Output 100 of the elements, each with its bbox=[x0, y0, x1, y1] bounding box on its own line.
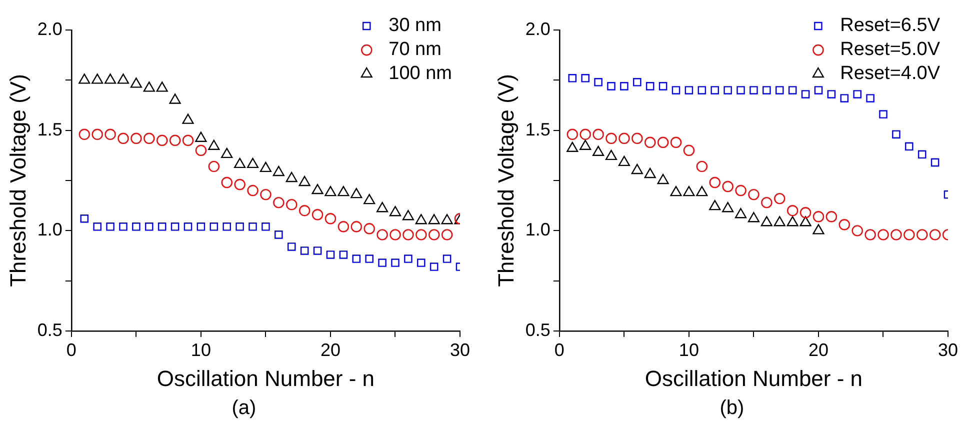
point bbox=[620, 82, 628, 90]
point bbox=[92, 128, 103, 140]
point bbox=[568, 74, 577, 82]
point bbox=[566, 128, 578, 140]
point bbox=[338, 186, 350, 196]
point bbox=[324, 213, 336, 224]
point bbox=[853, 90, 862, 98]
point bbox=[391, 258, 400, 267]
point bbox=[607, 82, 616, 90]
point bbox=[774, 216, 786, 226]
x-tick-label: 0 bbox=[554, 340, 564, 360]
point bbox=[300, 246, 309, 255]
point bbox=[298, 176, 310, 186]
point bbox=[646, 82, 654, 90]
point bbox=[156, 82, 168, 92]
y-tick-label: 1.5 bbox=[525, 119, 550, 140]
point bbox=[287, 242, 296, 251]
point bbox=[864, 229, 876, 240]
point bbox=[632, 132, 643, 144]
point bbox=[580, 140, 592, 150]
x-tick-label: 0 bbox=[66, 340, 76, 360]
point bbox=[118, 132, 129, 144]
y-axis-title: Threshold Voltage (V) bbox=[493, 74, 518, 287]
point bbox=[78, 74, 90, 84]
point bbox=[698, 86, 706, 94]
point bbox=[786, 216, 798, 226]
point bbox=[352, 254, 361, 263]
point bbox=[644, 136, 656, 148]
point bbox=[735, 184, 746, 196]
point bbox=[143, 82, 155, 92]
point bbox=[722, 202, 734, 212]
text: (b) bbox=[718, 397, 746, 420]
point bbox=[441, 214, 453, 224]
point bbox=[814, 86, 823, 94]
point bbox=[929, 229, 941, 240]
point bbox=[916, 229, 928, 240]
point bbox=[182, 114, 194, 124]
point bbox=[104, 74, 116, 84]
x-axis-title: Oscillation Number - n bbox=[156, 366, 375, 391]
point bbox=[658, 82, 668, 90]
point bbox=[890, 229, 902, 240]
y-tick-label: 0.5 bbox=[525, 320, 550, 340]
point bbox=[350, 188, 362, 198]
y-tick-label: 2.0 bbox=[525, 18, 550, 39]
y-tick-label: 1.0 bbox=[525, 220, 550, 240]
point bbox=[644, 168, 656, 178]
point bbox=[918, 150, 926, 159]
point bbox=[709, 176, 720, 188]
point bbox=[800, 207, 812, 218]
point bbox=[402, 229, 414, 240]
point bbox=[324, 186, 336, 196]
point bbox=[130, 132, 142, 144]
x-tick-label: 20 bbox=[320, 340, 340, 360]
point bbox=[879, 110, 888, 118]
point bbox=[169, 94, 181, 104]
point bbox=[722, 180, 734, 192]
point bbox=[734, 208, 747, 218]
point bbox=[184, 222, 192, 231]
point bbox=[683, 186, 695, 196]
y-tick-label: 2.0 bbox=[37, 18, 62, 39]
point bbox=[312, 184, 324, 194]
point bbox=[760, 216, 772, 226]
point bbox=[156, 134, 168, 146]
point bbox=[298, 205, 310, 216]
point bbox=[106, 222, 114, 231]
point bbox=[580, 128, 591, 140]
point bbox=[260, 162, 272, 172]
point bbox=[247, 184, 258, 196]
point bbox=[92, 74, 104, 84]
x-axis-title: Oscillation Number - n bbox=[644, 366, 863, 391]
point bbox=[838, 219, 850, 230]
point bbox=[417, 258, 426, 267]
point bbox=[670, 136, 682, 148]
point bbox=[130, 78, 142, 88]
point bbox=[210, 222, 218, 231]
point bbox=[364, 194, 376, 204]
point bbox=[376, 229, 388, 240]
point bbox=[428, 214, 440, 224]
point bbox=[365, 254, 374, 263]
point bbox=[709, 200, 721, 210]
point bbox=[286, 172, 298, 182]
point bbox=[221, 176, 232, 188]
point bbox=[144, 132, 155, 144]
point bbox=[338, 221, 350, 232]
point bbox=[710, 86, 719, 94]
point bbox=[274, 230, 283, 239]
point bbox=[339, 250, 348, 259]
x-tick-label: 10 bbox=[678, 340, 699, 360]
point bbox=[234, 178, 246, 190]
point bbox=[158, 222, 166, 231]
point bbox=[606, 132, 617, 144]
point bbox=[761, 196, 772, 208]
point bbox=[592, 146, 604, 156]
point bbox=[672, 86, 680, 94]
x-tick-label: 20 bbox=[808, 340, 828, 360]
point bbox=[208, 140, 220, 150]
point bbox=[683, 144, 695, 156]
point bbox=[852, 225, 863, 236]
point bbox=[696, 186, 708, 196]
point bbox=[313, 246, 322, 255]
